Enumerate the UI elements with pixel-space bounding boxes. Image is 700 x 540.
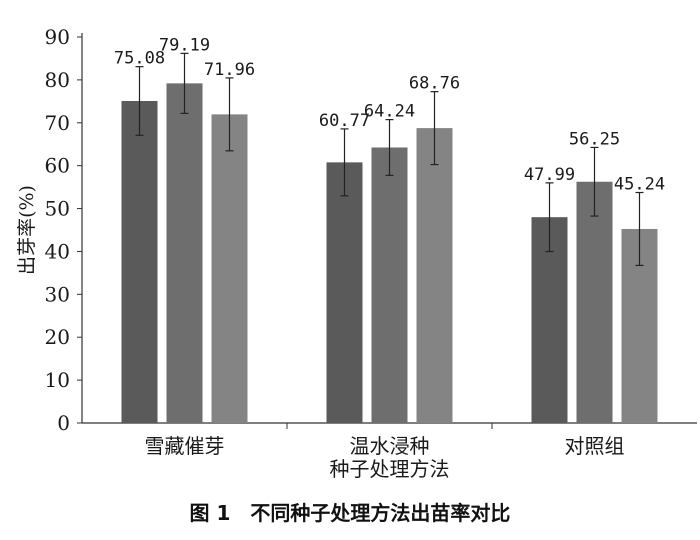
bar	[326, 162, 363, 423]
data-label: 56.25	[569, 129, 620, 149]
bar	[576, 181, 613, 423]
data-labels: 75.08 60.77 47.99 79.19 64.24 56.25 71.96 68.76…	[114, 35, 665, 194]
bar	[371, 147, 408, 423]
error-bars	[135, 52, 644, 267]
x-category-label: 雪藏催芽	[145, 434, 225, 458]
y-tick-label: 90	[45, 25, 70, 49]
y-tick-label: 30	[45, 282, 70, 306]
x-category-label: 对照组	[565, 434, 625, 458]
y-tick-label: 40	[45, 239, 70, 263]
figure-caption: 图 1 不同种子处理方法出苗率对比	[190, 501, 511, 525]
y-tick-label: 50	[45, 197, 70, 221]
x-category-label: 温水浸种	[350, 434, 430, 458]
data-label: 68.76	[409, 74, 460, 94]
y-tick-label: 60	[45, 154, 70, 178]
bar	[211, 114, 248, 424]
bars	[121, 83, 658, 424]
data-label: 71.96	[204, 60, 255, 80]
y-tick-label: 0	[57, 411, 70, 435]
bar	[121, 100, 158, 423]
y-axis-title: 出芽率(%)	[16, 185, 38, 275]
data-label: 45.24	[614, 175, 665, 195]
y-tick-label: 80	[45, 68, 70, 92]
x-category-label: 种子处理方法	[330, 457, 450, 481]
data-label: 47.99	[524, 165, 575, 185]
y-tick-label: 20	[45, 325, 70, 349]
data-label: 60.77	[319, 111, 370, 131]
y-tick-label: 10	[45, 368, 70, 392]
bar	[416, 128, 453, 423]
y-tick-label: 70	[45, 111, 70, 135]
data-label: 75.08	[114, 49, 165, 69]
data-label: 79.19	[159, 35, 210, 55]
bar	[166, 83, 203, 424]
data-label: 64.24	[364, 102, 415, 122]
